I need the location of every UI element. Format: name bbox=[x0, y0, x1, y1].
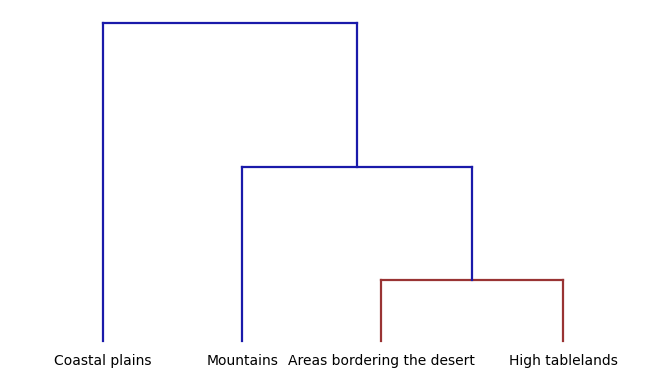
Text: Areas bordering the desert: Areas bordering the desert bbox=[288, 354, 475, 368]
Text: High tablelands: High tablelands bbox=[509, 354, 617, 368]
Text: Coastal plains: Coastal plains bbox=[54, 354, 152, 368]
Text: Mountains: Mountains bbox=[206, 354, 278, 368]
